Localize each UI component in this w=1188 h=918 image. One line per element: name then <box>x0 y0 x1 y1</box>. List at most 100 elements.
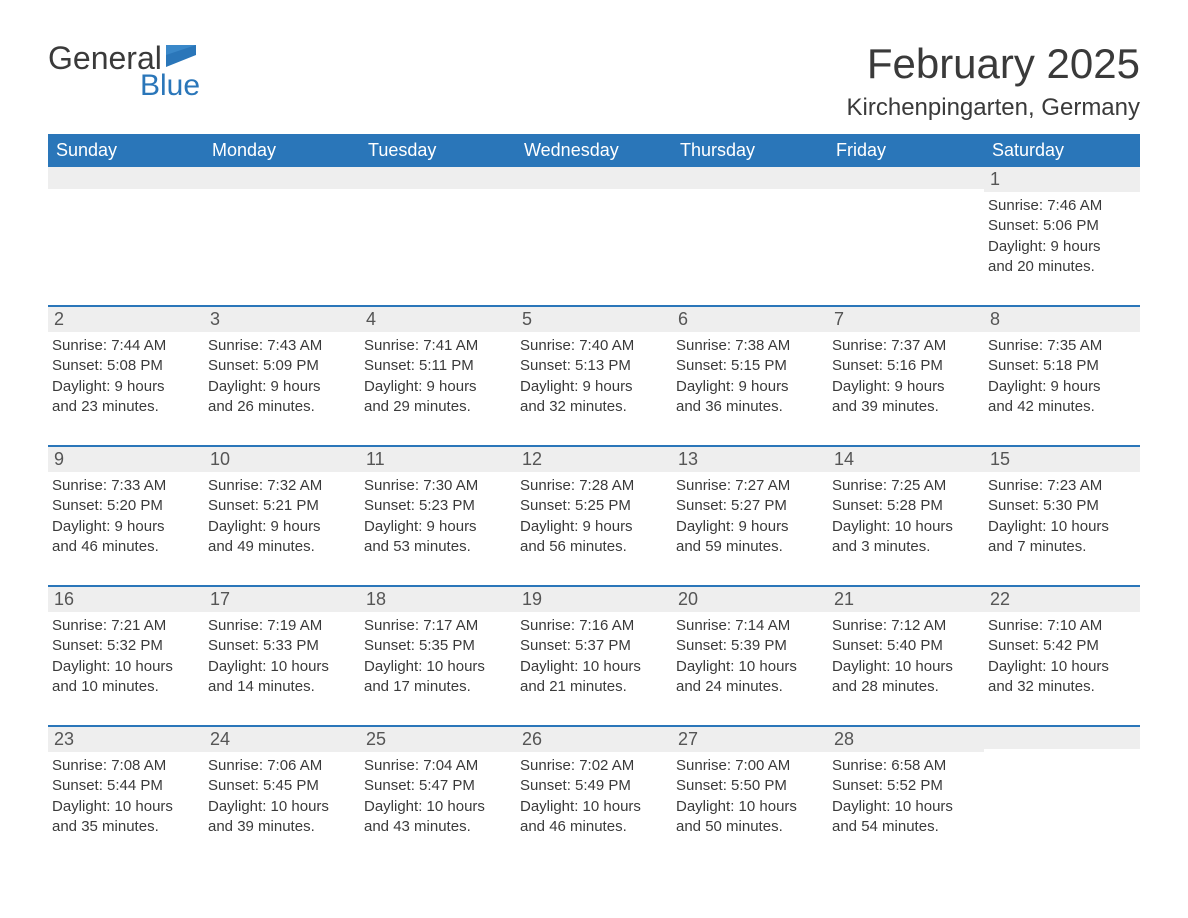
daynum-row: 3 <box>204 307 360 332</box>
calendar-cell: 22Sunrise: 7:10 AMSunset: 5:42 PMDayligh… <box>984 587 1140 707</box>
day-number: 1 <box>990 169 1000 189</box>
daynum-row: 19 <box>516 587 672 612</box>
weekday-header: Monday <box>204 134 360 167</box>
day-number: 12 <box>522 449 542 469</box>
daynum-row: 10 <box>204 447 360 472</box>
daynum-row: 22 <box>984 587 1140 612</box>
weekday-header: Tuesday <box>360 134 516 167</box>
daynum-row: 14 <box>828 447 984 472</box>
calendar-cell <box>516 167 672 287</box>
day-number: 9 <box>54 449 64 469</box>
day-info: Sunrise: 7:38 AMSunset: 5:15 PMDaylight:… <box>676 336 824 417</box>
calendar-cell: 2Sunrise: 7:44 AMSunset: 5:08 PMDaylight… <box>48 307 204 427</box>
daynum-row: 18 <box>360 587 516 612</box>
logo-text-blue: Blue <box>140 69 200 103</box>
calendar-cell <box>984 727 1140 847</box>
calendar-week: 23Sunrise: 7:08 AMSunset: 5:44 PMDayligh… <box>48 725 1140 847</box>
calendar-week: 9Sunrise: 7:33 AMSunset: 5:20 PMDaylight… <box>48 445 1140 567</box>
calendar-cell: 5 Sunrise: 7:40 AMSunset: 5:13 PMDaylight… <box>516 307 672 427</box>
calendar-cell: 14 Sunrise: 7:25 AMSunset: 5:28 PMDayligh… <box>828 447 984 567</box>
weekday-header-row: Sunday Monday Tuesday Wednesday Thursday… <box>48 134 1140 167</box>
daynum-row: 16 <box>48 587 204 612</box>
day-info: Sunrise: 7:14 AMSunset: 5:39 PMDaylight:… <box>676 616 824 697</box>
day-number: 25 <box>366 729 386 749</box>
calendar-cell: 7Sunrise: 7:37 AMSunset: 5:16 PMDaylight… <box>828 307 984 427</box>
daynum-row: 2 <box>48 307 204 332</box>
day-number: 27 <box>678 729 698 749</box>
daynum-row: 23 <box>48 727 204 752</box>
calendar-cell: 13 Sunrise: 7:27 AMSunset: 5:27 PMDayligh… <box>672 447 828 567</box>
day-number: 22 <box>990 589 1010 609</box>
weekday-header: Friday <box>828 134 984 167</box>
daynum-row <box>204 167 360 189</box>
day-info: Sunrise: 7:17 AMSunset: 5:35 PMDaylight:… <box>364 616 512 697</box>
daynum-row <box>516 167 672 189</box>
daynum-row: 17 <box>204 587 360 612</box>
daynum-row <box>828 167 984 189</box>
calendar-cell: 27 Sunrise: 7:00 AMSunset: 5:50 PMDayligh… <box>672 727 828 847</box>
flag-icon <box>166 45 196 72</box>
daynum-row: 9 <box>48 447 204 472</box>
day-info: Sunrise: 7:30 AMSunset: 5:23 PMDaylight:… <box>364 476 512 557</box>
day-info: Sunrise: 7:41 AMSunset: 5:11 PMDaylight:… <box>364 336 512 417</box>
calendar-cell <box>204 167 360 287</box>
calendar-cell: 15Sunrise: 7:23 AMSunset: 5:30 PMDayligh… <box>984 447 1140 567</box>
day-number: 5 <box>522 309 532 329</box>
daynum-row: 15 <box>984 447 1140 472</box>
calendar-cell: 12Sunrise: 7:28 AMSunset: 5:25 PMDayligh… <box>516 447 672 567</box>
daynum-row <box>984 727 1140 749</box>
day-number: 2 <box>54 309 64 329</box>
day-info: Sunrise: 7:25 AMSunset: 5:28 PMDaylight:… <box>832 476 980 557</box>
day-number: 15 <box>990 449 1010 469</box>
day-number: 11 <box>366 449 385 469</box>
day-info: Sunrise: 7:19 AMSunset: 5:33 PMDaylight:… <box>208 616 356 697</box>
calendar-cell: 25Sunrise: 7:04 AMSunset: 5:47 PMDayligh… <box>360 727 516 847</box>
calendar-cell: 11 Sunrise: 7:30 AMSunset: 5:23 PMDayligh… <box>360 447 516 567</box>
day-number: 26 <box>522 729 542 749</box>
day-info: Sunrise: 7:35 AMSunset: 5:18 PMDaylight:… <box>988 336 1136 417</box>
calendar-cell: 28Sunrise: 6:58 AMSunset: 5:52 PMDayligh… <box>828 727 984 847</box>
day-number: 13 <box>678 449 698 469</box>
daynum-row: 28 <box>828 727 984 752</box>
calendar-cell <box>672 167 828 287</box>
day-info: Sunrise: 7:21 AMSunset: 5:32 PMDaylight:… <box>52 616 200 697</box>
day-info: Sunrise: 7:27 AMSunset: 5:27 PMDaylight:… <box>676 476 824 557</box>
weekday-header: Saturday <box>984 134 1140 167</box>
day-info: Sunrise: 7:12 AMSunset: 5:40 PMDaylight:… <box>832 616 980 697</box>
daynum-row: 20 <box>672 587 828 612</box>
daynum-row: 25 <box>360 727 516 752</box>
daynum-row: 7 <box>828 307 984 332</box>
daynum-row <box>672 167 828 189</box>
weekday-header: Thursday <box>672 134 828 167</box>
calendar-cell: 20 Sunrise: 7:14 AMSunset: 5:39 PMDayligh… <box>672 587 828 707</box>
daynum-row <box>360 167 516 189</box>
day-info: Sunrise: 7:00 AMSunset: 5:50 PMDaylight:… <box>676 756 824 837</box>
day-number: 28 <box>834 729 854 749</box>
calendar-cell: 8Sunrise: 7:35 AMSunset: 5:18 PMDaylight… <box>984 307 1140 427</box>
calendar-cell: 19Sunrise: 7:16 AMSunset: 5:37 PMDayligh… <box>516 587 672 707</box>
calendar-cell: 4 Sunrise: 7:41 AMSunset: 5:11 PMDaylight… <box>360 307 516 427</box>
day-info: Sunrise: 7:43 AMSunset: 5:09 PMDaylight:… <box>208 336 356 417</box>
daynum-row: 26 <box>516 727 672 752</box>
daynum-row: 12 <box>516 447 672 472</box>
calendar-week: 2Sunrise: 7:44 AMSunset: 5:08 PMDaylight… <box>48 305 1140 427</box>
day-info: Sunrise: 7:40 AMSunset: 5:13 PMDaylight:… <box>520 336 668 417</box>
logo: General Blue <box>48 40 200 103</box>
calendar-cell: 10 Sunrise: 7:32 AMSunset: 5:21 PMDayligh… <box>204 447 360 567</box>
daynum-row: 11 <box>360 447 516 472</box>
weekday-header: Sunday <box>48 134 204 167</box>
calendar-cell: 18 Sunrise: 7:17 AMSunset: 5:35 PMDayligh… <box>360 587 516 707</box>
day-info: Sunrise: 7:32 AMSunset: 5:21 PMDaylight:… <box>208 476 356 557</box>
day-number: 7 <box>834 309 844 329</box>
calendar-cell <box>828 167 984 287</box>
day-info: Sunrise: 7:02 AMSunset: 5:49 PMDaylight:… <box>520 756 668 837</box>
weekday-header: Wednesday <box>516 134 672 167</box>
day-number: 23 <box>54 729 74 749</box>
day-number: 6 <box>678 309 688 329</box>
calendar-cell: 6 Sunrise: 7:38 AMSunset: 5:15 PMDaylight… <box>672 307 828 427</box>
daynum-row: 6 <box>672 307 828 332</box>
calendar-cell: 1Sunrise: 7:46 AMSunset: 5:06 PMDaylight… <box>984 167 1140 287</box>
calendar-cell: 24Sunrise: 7:06 AMSunset: 5:45 PMDayligh… <box>204 727 360 847</box>
daynum-row: 4 <box>360 307 516 332</box>
day-number: 24 <box>210 729 230 749</box>
